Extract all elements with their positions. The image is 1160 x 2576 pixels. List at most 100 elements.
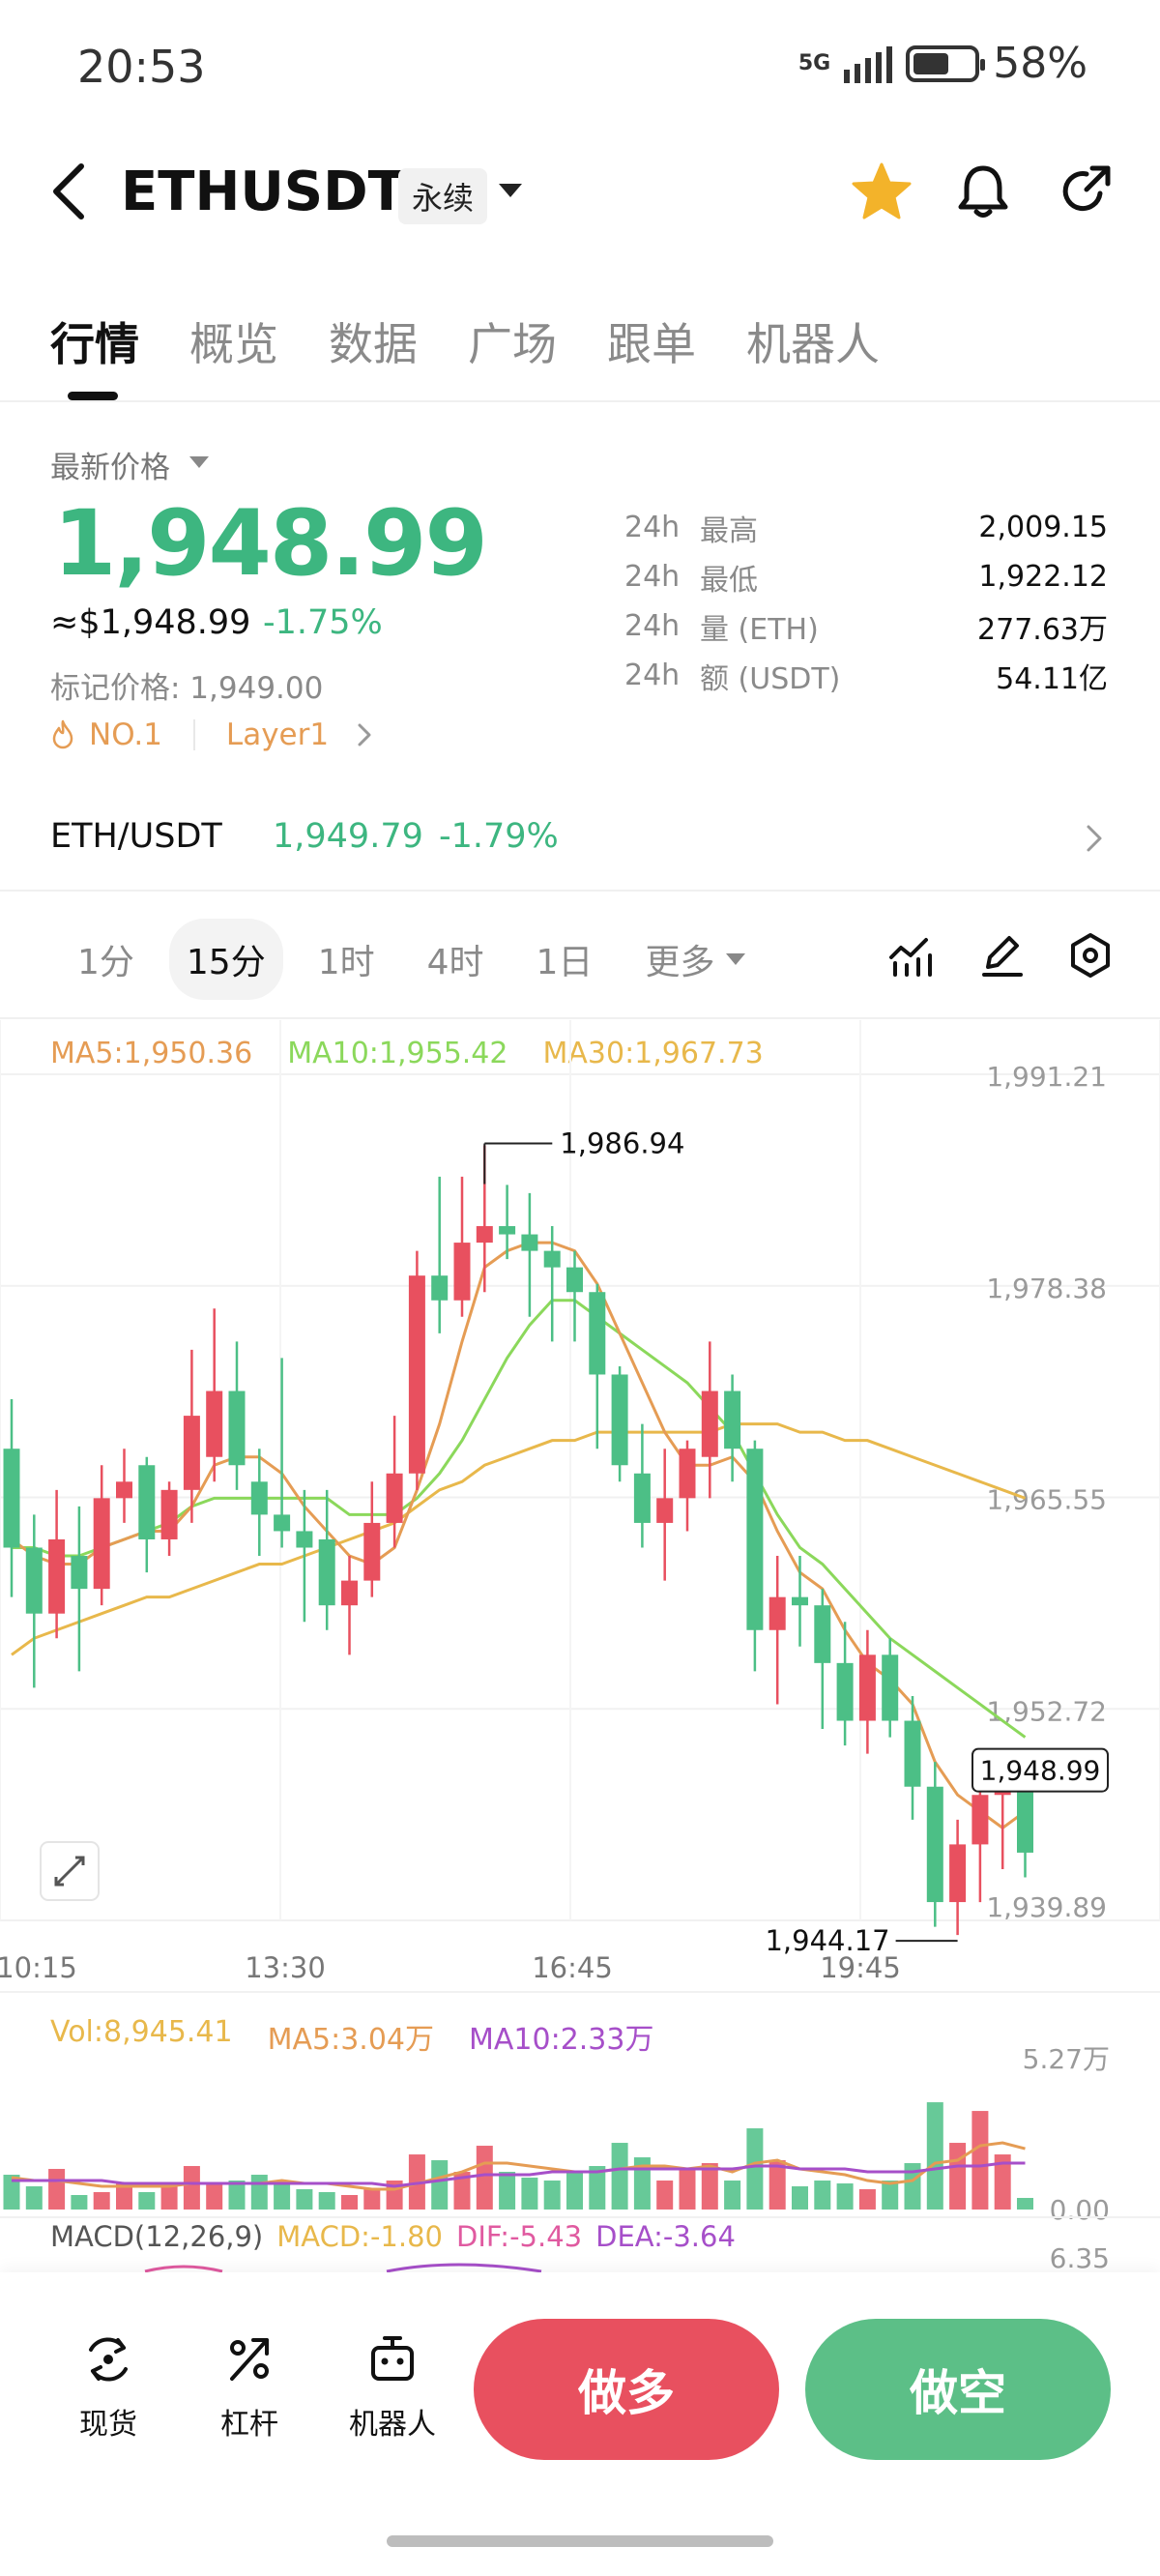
interval-1h[interactable]: 1时 [317,943,375,982]
bell-icon[interactable] [952,161,1014,222]
candle [206,1390,223,1457]
share-icon[interactable] [1054,161,1116,222]
draw-pencil-icon[interactable] [978,932,1025,979]
candle [768,1596,786,1630]
interval-selector: 1分 15分 1时 4时 1日 更多 [60,919,780,1000]
interval-15m[interactable]: 15分 [168,919,283,1000]
chevron-right-icon[interactable] [1083,822,1106,855]
stat-row-volume: 24h 量 (ETH) 277.63万 [624,601,1108,651]
contract-type-badge[interactable]: 永续 [398,168,488,224]
volume-bar [611,2143,628,2210]
volume-bar [318,2192,335,2210]
macd-axis-label: 6.35 [1050,2242,1110,2272]
volume-bar [926,2102,943,2210]
indicator-icon[interactable] [887,932,934,979]
candle [926,1786,943,1903]
volume-bar [543,2181,561,2210]
candle [814,1605,831,1663]
candle [521,1234,538,1251]
stat-value: 1,922.12 [978,560,1108,594]
robot-icon [371,2336,414,2381]
y-axis-label: 1,978.38 [986,1273,1107,1304]
nav-spot[interactable]: 现货 [50,2330,166,2443]
interval-more[interactable]: 更多 [627,919,763,1000]
interval-1m[interactable]: 1分 [77,943,134,982]
ma10-line [12,1299,1027,1739]
dea-line [386,2263,542,2272]
x-axis-label: 13:30 [245,1951,326,1984]
tab-market[interactable]: 行情 [50,318,139,370]
volume-ma10-value: MA10:2.33万 [469,2023,654,2057]
battery-level: 58% [993,39,1088,88]
volume-bar [116,2183,132,2210]
spot-pair[interactable]: ETH/USDT [50,817,222,856]
interval-4h[interactable]: 4时 [426,943,484,982]
back-icon[interactable] [48,162,91,220]
volume-bar [93,2192,110,2210]
volume-bar [836,2183,854,2210]
interval-1d[interactable]: 1日 [536,943,594,982]
nav-leverage-label: 杠杆 [220,2408,278,2442]
y-axis-label: 1,991.21 [986,1061,1107,1093]
volume-bar [206,2183,223,2210]
category-label: Layer1 [225,717,330,752]
spot-price: 1,949.79 [273,817,423,856]
home-indicator[interactable] [387,2535,773,2547]
symbol-dropdown-icon[interactable] [499,184,522,197]
main-tabs: 行情 概览 数据 广场 跟单 机器人 [50,309,880,373]
volume-bar [25,2186,43,2210]
rank-row[interactable]: NO.1 Layer1 [50,717,373,752]
volume-bar [949,2143,967,2210]
volume-bar [71,2195,88,2210]
volume-bar [431,2160,449,2210]
settings-icon[interactable] [1067,932,1114,979]
tab-copy-trading[interactable]: 跟单 [607,318,696,370]
candle [431,1275,449,1301]
candle [274,1514,291,1532]
volume-legend: Vol:8,945.41 MA5:3.04万 MA10:2.33万 [50,2015,653,2058]
stat-value: 277.63万 [977,612,1108,647]
volume-bar [499,2172,516,2210]
short-button[interactable]: 做空 [805,2319,1111,2460]
candle [746,1449,764,1630]
candle [858,1654,876,1721]
candle [48,1538,66,1614]
nav-robot[interactable]: 机器人 [334,2330,450,2443]
candle [701,1390,718,1457]
volume-bar [679,2169,696,2210]
candle [679,1449,696,1499]
symbol-title[interactable]: ETHUSDT [121,161,405,223]
price-type-dropdown-icon[interactable] [189,456,209,468]
kline-chart[interactable]: 1,991.211,978.381,965.551,952.721,939.89… [0,1020,1160,2272]
candle [183,1416,200,1490]
volume-axis-label: 5.27万 [1023,2043,1110,2075]
volume-bar [183,2166,200,2210]
volume-bar [858,2189,876,2210]
nav-leverage[interactable]: 杠杆 [191,2330,307,2443]
volume-bar [566,2172,583,2210]
favorite-star-icon[interactable] [851,161,913,222]
tab-data[interactable]: 数据 [329,318,418,370]
battery-icon [906,44,986,82]
volume-bar [296,2189,313,2210]
interval-more-label: 更多 [645,943,715,982]
divider [0,400,1160,402]
stat-label: 最低 [700,563,758,598]
macd-value: MACD:-1.80 [276,2220,443,2253]
stat-label: 最高 [700,513,758,548]
volume-bar [994,2154,1011,2210]
ma10-value: MA10:1,955.42 [287,1037,508,1070]
long-button[interactable]: 做多 [474,2319,779,2460]
candle [363,1522,381,1581]
candle [160,1489,178,1539]
candle [882,1654,899,1721]
stat-row-low: 24h 最低 1,922.12 [624,552,1108,601]
tab-square[interactable]: 广场 [468,318,557,370]
tab-overview[interactable]: 概览 [189,318,278,370]
ma-legend: MA5:1,950.36 MA10:1,955.42 MA30:1,967.73 [50,1037,764,1070]
last-price-tag-label: 1,948.99 [980,1755,1101,1787]
candle [476,1226,493,1244]
tab-bots[interactable]: 机器人 [746,318,880,370]
candle [566,1267,583,1293]
latest-price-label[interactable]: 最新价格 [50,451,170,485]
